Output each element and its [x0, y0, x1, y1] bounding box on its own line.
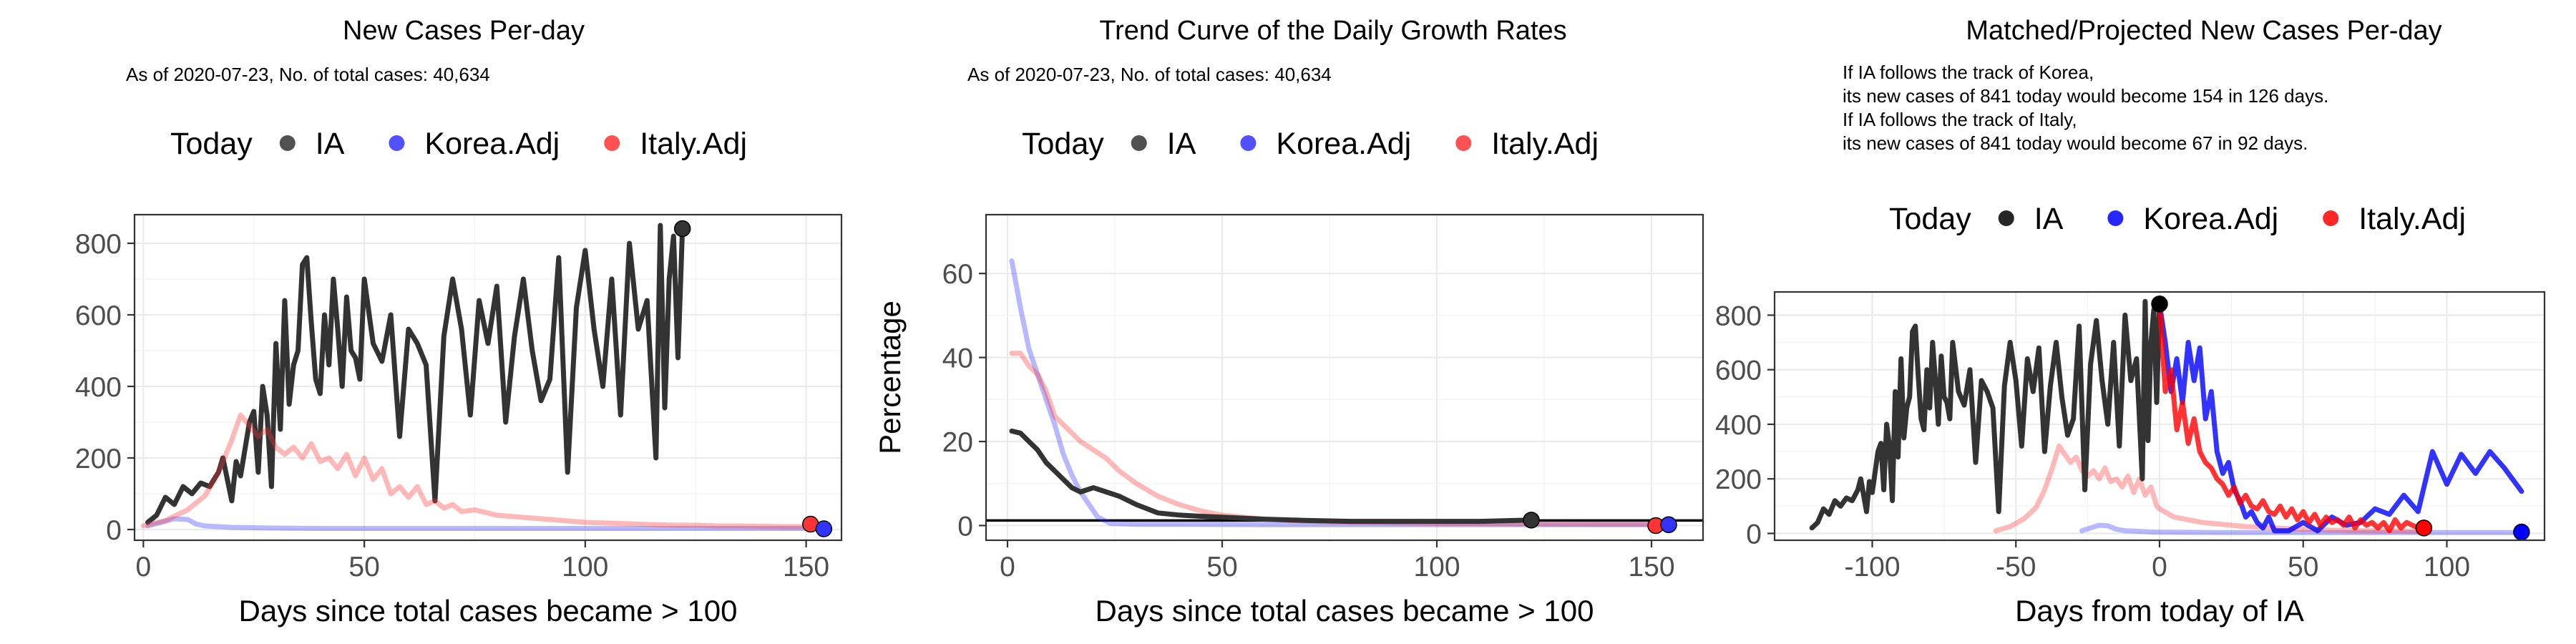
legend-label-korea-adj: Korea.Adj — [424, 127, 560, 161]
series-line-korea-adj-history — [2079, 522, 2524, 535]
x-tick-label: 100 — [2424, 552, 2470, 582]
today-point-korea-adj — [815, 520, 833, 537]
chart-title: Matched/Projected New Cases Per-day — [1966, 16, 2441, 46]
x-tick-label: 100 — [1413, 552, 1460, 582]
y-tick-label: 0 — [106, 515, 122, 546]
legend-title: Today — [170, 127, 253, 161]
legend-key-ia — [279, 135, 296, 151]
y-tick-label: 600 — [1715, 356, 1762, 386]
series-group — [1009, 258, 1676, 527]
x-axis-title: Days since total cases became > 100 — [1096, 594, 1594, 628]
legend-label-italy-adj: Italy.Adj — [2358, 202, 2466, 236]
x-tick-label: 100 — [562, 552, 608, 582]
legend-label-italy-adj: Italy.Adj — [640, 127, 747, 161]
series-line-italy-adj-history — [1993, 443, 2426, 534]
x-axis-title: Days since total cases became > 100 — [239, 594, 738, 628]
today-point-ia — [2151, 296, 2168, 313]
y-tick-label: 0 — [957, 511, 973, 542]
chart-growth-rates: Trend Curve of the Daily Growth Rates As … — [873, 16, 1704, 628]
series-line-italy-adj — [140, 412, 809, 530]
x-tick-label: 150 — [783, 552, 829, 582]
x-tick-label: 50 — [348, 552, 379, 582]
legend-label-ia: IA — [1167, 127, 1196, 161]
y-tick-label: 400 — [1715, 410, 1762, 441]
x-tick-label: 0 — [135, 552, 151, 582]
series-line-italy-adj-projected — [2157, 301, 2426, 534]
chart-subtitle-line: its new cases of 841 today would become … — [1843, 132, 2308, 154]
today-point-italy-adj — [2415, 519, 2433, 537]
y-axis-title: Percentage — [873, 301, 907, 454]
y-tick-label: 800 — [75, 229, 122, 260]
x-tick-label: -100 — [1844, 552, 1900, 582]
series-line-korea-adj — [1009, 258, 1676, 527]
legend-title: Today — [1889, 202, 1971, 236]
x-tick-label: 50 — [2288, 552, 2318, 582]
chart-new-cases-per-day: New Cases Per-day As of 2020-07-23, No. o… — [75, 16, 843, 628]
series-line-ia — [145, 223, 686, 525]
series-group — [1809, 298, 2524, 535]
today-point-korea-adj — [2513, 523, 2530, 541]
legend-key-ia — [1131, 135, 1147, 151]
x-tick-label: 0 — [2152, 552, 2167, 582]
legend-label-korea-adj: Korea.Adj — [2143, 202, 2278, 236]
y-tick-label: 20 — [942, 427, 973, 458]
y-tick-label: 40 — [942, 343, 973, 374]
legend-key-italy-adj — [604, 135, 620, 151]
legend: Today IA Korea.Adj Italy.Adj — [170, 127, 747, 161]
legend-label-korea-adj: Korea.Adj — [1276, 127, 1411, 161]
series-group — [140, 223, 826, 531]
y-tick-label: 200 — [1715, 464, 1762, 495]
legend-label-ia: IA — [2034, 202, 2064, 236]
chart-subtitle-line: As of 2020-07-23, No. of total cases: 40… — [967, 64, 1332, 85]
chart-title: New Cases Per-day — [343, 16, 585, 46]
series-line-italy-adj — [1009, 351, 1659, 527]
series-line-korea-adj-projected — [2157, 301, 2524, 534]
x-tick-label: 0 — [1000, 552, 1015, 582]
series-line-korea-adj — [145, 516, 826, 531]
legend-key-italy-adj — [2323, 210, 2339, 226]
chart-subtitle-line: If IA follows the track of Italy, — [1843, 109, 2077, 130]
legend-label-italy-adj: Italy.Adj — [1491, 127, 1599, 161]
y-tick-label: 0 — [1746, 519, 1762, 550]
today-point-ia — [673, 220, 691, 238]
y-tick-label: 400 — [75, 372, 122, 403]
chart-title: Trend Curve of the Daily Growth Rates — [1099, 16, 1566, 46]
legend-label-ia: IA — [316, 127, 345, 161]
legend-key-korea-adj — [2107, 210, 2124, 226]
legend-key-ia — [1998, 210, 2014, 226]
today-point-korea-adj — [1660, 516, 1677, 534]
gridlines — [135, 215, 841, 540]
panel-border — [133, 213, 843, 542]
gridlines — [986, 215, 1703, 540]
chart-subtitle-line: If IA follows the track of Korea, — [1843, 62, 2094, 83]
chart-subtitle-line: its new cases of 841 today would become … — [1843, 85, 2328, 107]
chart-matched-projected: Matched/Projected New Cases Per-day If IA… — [1715, 16, 2546, 628]
x-axis-title: Days from today of IA — [2015, 594, 2304, 628]
today-point-ia — [1523, 512, 1540, 529]
legend-key-korea-adj — [1240, 135, 1257, 151]
x-tick-label: 150 — [1628, 552, 1674, 582]
y-tick-label: 200 — [75, 444, 122, 474]
legend: Today IA Korea.Adj Italy.Adj — [1022, 127, 1599, 161]
legend-key-italy-adj — [1455, 135, 1472, 151]
y-tick-label: 800 — [1715, 301, 1762, 331]
series-line-ia — [1809, 298, 2162, 531]
chart-subtitle-line: As of 2020-07-23, No. of total cases: 40… — [126, 64, 490, 85]
x-tick-label: -50 — [1996, 552, 2036, 582]
y-tick-label: 600 — [75, 301, 122, 331]
x-tick-label: 50 — [1206, 552, 1237, 582]
series-line-ia — [1009, 428, 1534, 525]
legend-key-korea-adj — [389, 135, 405, 151]
y-tick-label: 60 — [942, 259, 973, 290]
legend-title: Today — [1022, 127, 1104, 161]
legend: Today IA Korea.Adj Italy.Adj — [1889, 202, 2466, 236]
panel-border — [985, 213, 1704, 542]
